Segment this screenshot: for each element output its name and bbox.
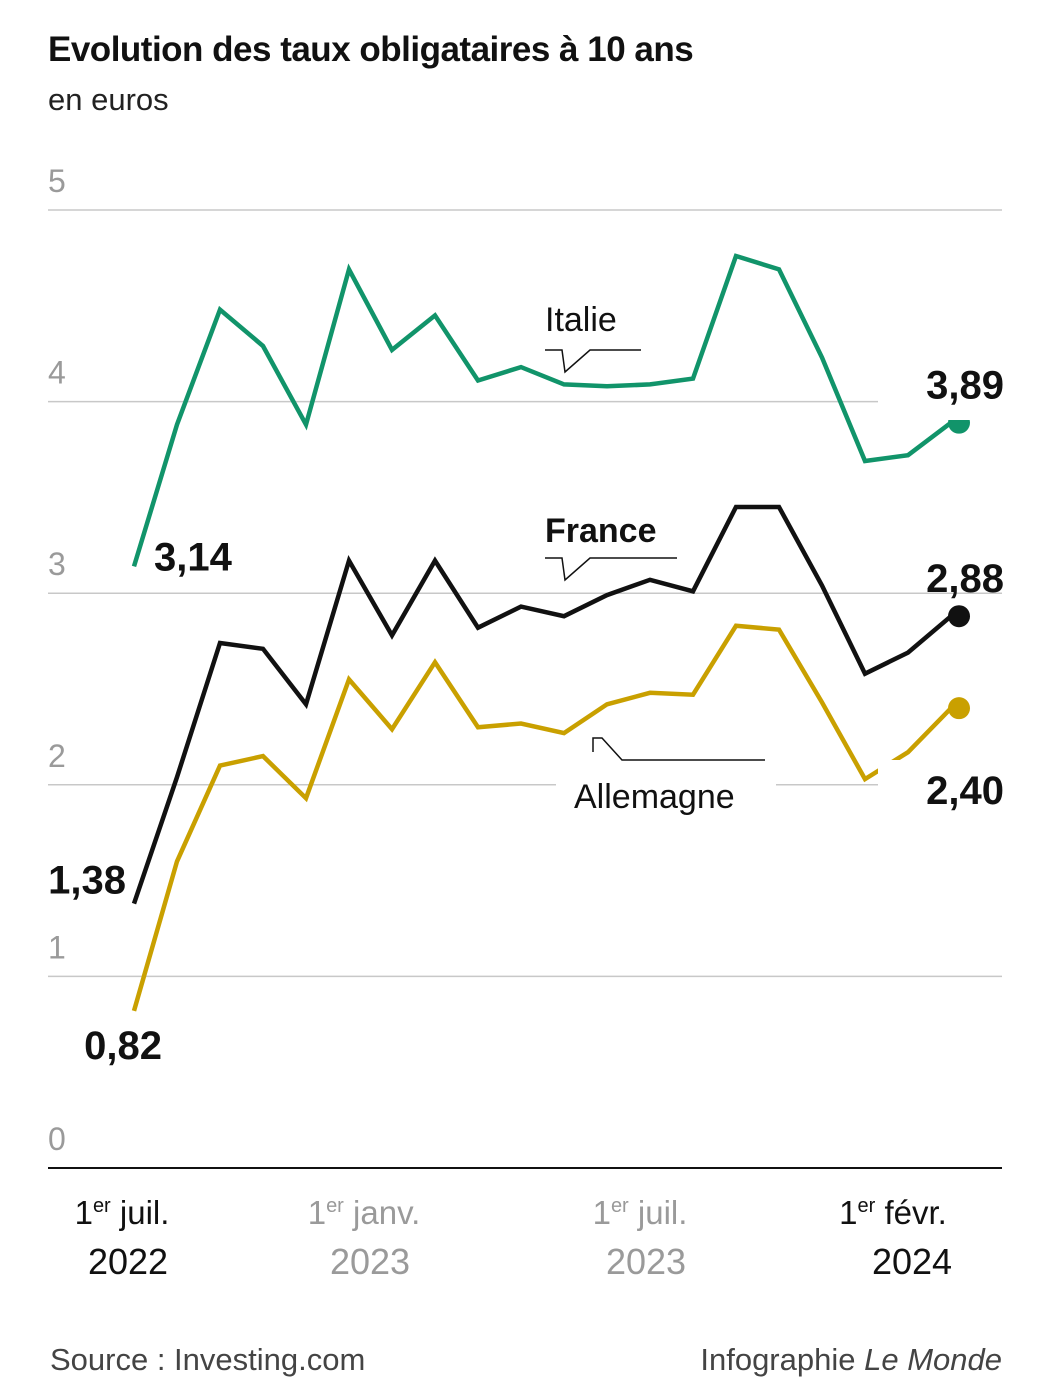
- start-value-label: 3,14: [154, 535, 233, 579]
- chart-subtitle: en euros: [48, 82, 169, 117]
- x-tick: 1er janv. 2023: [308, 1194, 421, 1282]
- y-tick-label: 0: [48, 1121, 66, 1157]
- y-tick-label: 2: [48, 738, 66, 774]
- end-value-label: 2,40: [926, 769, 1004, 813]
- x-tick-label-date: 1er févr.: [839, 1194, 947, 1231]
- leader-line: [592, 737, 765, 761]
- credit-brand: Le Monde: [864, 1342, 1002, 1377]
- series-line-italie: [131, 253, 953, 568]
- y-tick-label: 1: [48, 929, 66, 965]
- gridlines: [48, 209, 1002, 1169]
- x-tick-label-date: 1er juil.: [75, 1194, 170, 1231]
- source-note: Source : Investing.com: [50, 1342, 366, 1377]
- leader-line: [545, 349, 641, 374]
- series-label-france: France: [545, 512, 657, 550]
- series-label-allemagne: Allemagne: [574, 778, 735, 816]
- x-tick: 1er juil. 2022: [75, 1194, 170, 1282]
- start-value-label: 0,82: [84, 1024, 162, 1068]
- label-backdrop: [556, 768, 776, 814]
- x-tick: 1er juil. 2023: [593, 1194, 688, 1282]
- chart-title: Evolution des taux obligataires à 10 ans: [48, 30, 694, 69]
- x-tick-label-year: 2024: [872, 1241, 952, 1282]
- label-backdrop: [878, 368, 1010, 420]
- label-backdrop: [878, 760, 1010, 812]
- series-label-italie: Italie: [545, 301, 617, 339]
- y-tick-label: 4: [48, 355, 66, 391]
- label-backdrop: [540, 296, 644, 340]
- series-line-allemagne: [131, 623, 953, 1012]
- label-backdrop: [540, 508, 678, 554]
- series-line-france: [131, 504, 953, 905]
- x-tick-label-year: 2023: [606, 1241, 686, 1282]
- y-axis-ticks: 0 1 2 3 4 5: [48, 163, 66, 1157]
- start-value-label: 1,38: [48, 859, 126, 903]
- credit-prefix: Infographie: [700, 1342, 856, 1377]
- end-dot-allemagne: [948, 697, 970, 720]
- x-tick-label-year: 2023: [330, 1241, 410, 1282]
- series-lines: [131, 253, 970, 1012]
- y-tick-label: 5: [48, 163, 66, 199]
- end-dot-france: [948, 605, 970, 628]
- end-value-label: 3,89: [926, 364, 1004, 408]
- credit-note: Infographie Le Monde: [700, 1342, 1002, 1378]
- x-tick: 1er févr. 2024: [839, 1194, 952, 1282]
- y-tick-label: 3: [48, 546, 66, 582]
- x-tick-label-year: 2022: [88, 1241, 168, 1282]
- annotations: 3,14 3,89 1,38 2,88 0,82 2,40 Italie France Alle…: [48, 296, 1010, 1068]
- x-tick-label-date: 1er juil.: [593, 1194, 688, 1231]
- end-value-label: 2,88: [926, 557, 1004, 601]
- x-tick-label-date: 1er janv.: [308, 1194, 421, 1231]
- leader-line: [545, 557, 677, 582]
